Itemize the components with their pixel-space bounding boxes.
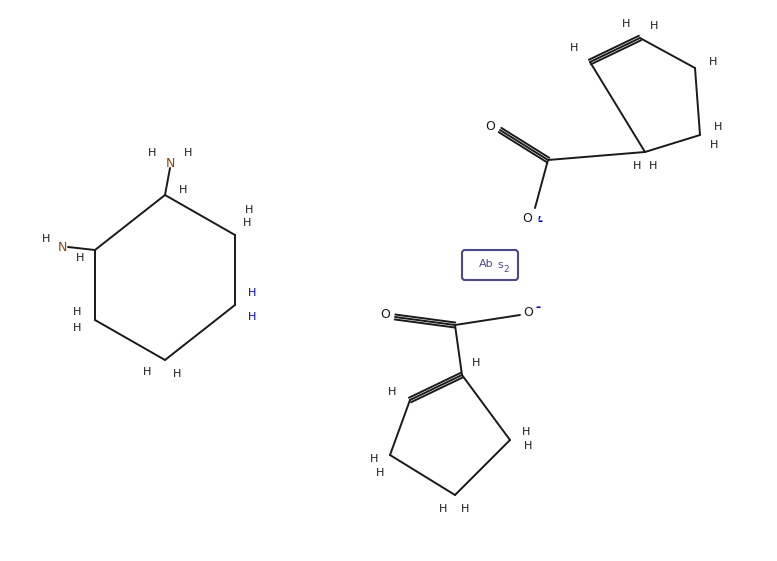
Text: H: H [522,427,530,437]
Text: O: O [485,119,495,132]
Text: H: H [524,441,532,451]
Text: H: H [632,161,641,171]
Text: H: H [184,148,192,158]
Text: H: H [242,218,251,228]
Text: H: H [439,504,448,514]
FancyBboxPatch shape [462,250,518,280]
Text: ’: ’ [537,215,542,231]
Text: H: H [649,161,657,171]
Text: H: H [710,140,718,150]
Text: N: N [166,157,175,169]
Text: H: H [179,185,187,195]
Text: N: N [57,241,67,254]
Text: s: s [497,260,503,270]
Text: H: H [248,312,256,322]
Text: 2: 2 [503,264,509,274]
Text: H: H [76,253,84,263]
Text: H: H [248,288,256,298]
Text: H: H [143,367,152,377]
Text: H: H [42,234,51,244]
Text: H: H [73,307,81,317]
Text: H: H [73,323,81,333]
Text: H: H [376,468,384,478]
Text: -: - [538,214,542,228]
Text: Ab: Ab [479,259,493,269]
Text: O: O [523,306,533,319]
Text: H: H [622,19,630,29]
Text: H: H [370,454,378,464]
Text: H: H [172,369,181,379]
Text: H: H [472,358,480,368]
Text: H: H [570,43,578,53]
Text: O: O [522,211,532,224]
Text: H: H [388,387,396,397]
Text: H: H [245,205,253,215]
Text: H: H [148,148,156,158]
Text: O: O [380,309,390,321]
Text: H: H [650,21,658,31]
Text: -: - [535,301,541,314]
Text: H: H [461,504,469,514]
Text: H: H [714,122,722,132]
Text: H: H [709,57,717,67]
